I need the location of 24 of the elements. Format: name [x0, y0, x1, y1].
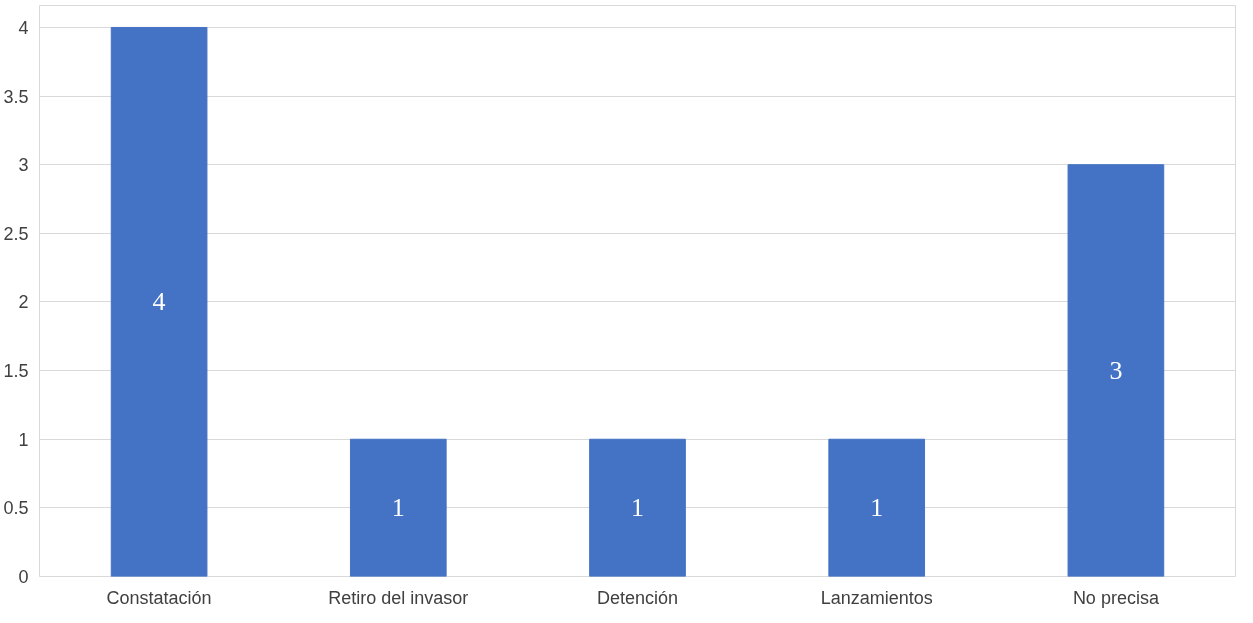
x-tick-label: Detención — [596, 587, 679, 608]
data-label: 4 — [152, 287, 166, 317]
bar — [1067, 164, 1165, 577]
bar — [828, 438, 926, 577]
x-tick-label: Lanzamientos — [820, 587, 933, 608]
data-label: 1 — [631, 493, 644, 523]
y-tick-label: 0 — [18, 567, 29, 587]
y-tick-label: 0.5 — [3, 498, 29, 519]
x-tick-label: Constatación — [106, 587, 212, 608]
y-tick-label: 1.5 — [3, 361, 29, 382]
x-tick-label: No precisa — [1072, 587, 1160, 608]
data-label: 3 — [1109, 356, 1123, 386]
y-tick-label: 2.5 — [3, 223, 29, 244]
x-tick-label: Retiro del invasor — [328, 587, 469, 608]
bar — [589, 438, 686, 577]
y-tick-label: 1 — [18, 429, 29, 450]
data-label: 1 — [870, 493, 884, 523]
bar — [110, 26, 208, 577]
y-tick-label: 3.5 — [3, 86, 29, 107]
data-label: 1 — [391, 493, 405, 523]
y-tick-label: 4 — [18, 17, 29, 38]
y-tick-label: 3 — [18, 155, 29, 176]
y-tick-label: 2 — [18, 292, 29, 313]
bar — [349, 438, 447, 577]
